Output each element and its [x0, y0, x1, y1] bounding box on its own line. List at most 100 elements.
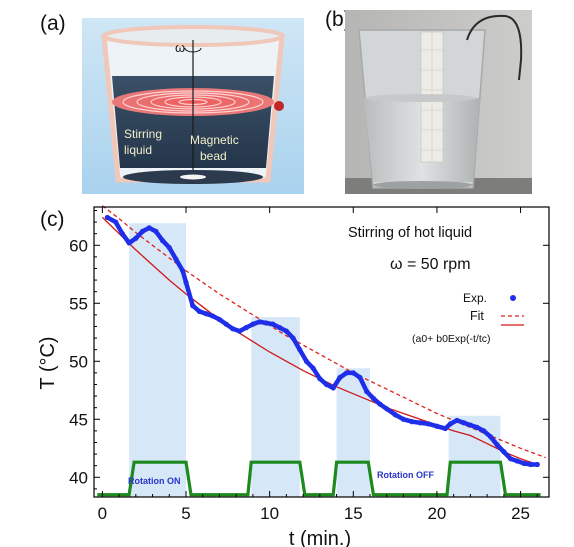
- exp-point: [126, 240, 132, 246]
- exp-point: [425, 421, 432, 427]
- exp-point: [461, 420, 467, 426]
- exp-point: [507, 456, 514, 462]
- exp-point: [467, 422, 473, 428]
- exp-point: [190, 303, 196, 309]
- exp-point: [139, 228, 146, 234]
- exp-point: [527, 461, 534, 468]
- exp-point: [196, 308, 202, 314]
- legend-label-fit: Fit: [470, 309, 484, 323]
- y-tick-label: 50: [69, 352, 88, 371]
- y-tick-label: 40: [69, 468, 88, 487]
- exp-point: [434, 423, 440, 429]
- exp-point: [330, 385, 336, 391]
- panel-label-c: (c): [40, 208, 65, 231]
- label-magnetic: Magnetic: [190, 133, 239, 147]
- exp-point: [216, 316, 223, 323]
- exp-point: [392, 412, 398, 418]
- exp-point: [521, 460, 527, 466]
- y-axis-ticks: 40 45 50 55 60: [69, 209, 549, 490]
- exp-point: [290, 335, 296, 341]
- x-tick-label: 0: [98, 504, 107, 523]
- exp-point: [166, 245, 172, 251]
- exp-point: [487, 434, 494, 440]
- probe-cable: [466, 14, 523, 81]
- exp-series-points: [104, 214, 540, 468]
- exp-point: [270, 321, 276, 327]
- exp-point: [133, 235, 139, 241]
- label-liquid: liquid: [124, 143, 152, 157]
- exp-point: [119, 231, 126, 237]
- stirring-schematic: ω Stirring liquid Magnetic bead: [82, 18, 304, 194]
- exp-point: [310, 365, 316, 371]
- exp-point: [447, 421, 453, 427]
- y-tick-label: 60: [69, 236, 88, 255]
- paper-grid: [421, 32, 443, 162]
- exp-point: [514, 458, 520, 464]
- legend-marker-exp: [510, 295, 516, 301]
- rotation-signal-line: [97, 460, 541, 497]
- exp-point: [297, 347, 303, 353]
- x-tick-label: 25: [511, 504, 530, 523]
- glass-bottom: [373, 181, 473, 189]
- exp-point: [337, 374, 343, 381]
- y-tick-label: 45: [69, 410, 88, 429]
- fit-dashed-line: [102, 205, 546, 459]
- rotation-off-label: Rotation OFF: [377, 470, 434, 480]
- x-axis-ticks: 0 5 10 15 20 25: [98, 207, 538, 523]
- exp-point: [183, 279, 189, 285]
- chart-title-line-1: Stirring of hot liquid: [348, 225, 472, 241]
- exp-point: [370, 395, 376, 401]
- exp-point: [153, 228, 159, 234]
- exp-point: [364, 388, 370, 395]
- exp-point: [263, 320, 269, 326]
- chart-title-line-2: ω = 50 rpm: [390, 256, 471, 273]
- rotation-on-label: Rotation ON: [128, 476, 181, 486]
- exp-point: [210, 313, 216, 319]
- x-tick-label: 20: [427, 504, 446, 523]
- exp-point: [481, 428, 487, 434]
- exp-point: [400, 416, 407, 422]
- exp-point: [236, 328, 243, 334]
- rotation-band-1: [251, 317, 300, 497]
- x-axis-label: t (min.): [289, 528, 351, 547]
- exp-point: [454, 417, 460, 424]
- panel-label-b: (b): [325, 8, 351, 31]
- glass-photo: [345, 10, 532, 194]
- exp-point: [442, 425, 448, 432]
- exp-point: [180, 268, 186, 274]
- exp-point: [159, 238, 166, 244]
- x-tick-label: 5: [181, 504, 190, 523]
- exp-point: [203, 311, 209, 317]
- x-tick-label: 15: [344, 504, 363, 523]
- water-surface: [365, 94, 477, 102]
- exp-point: [257, 319, 263, 325]
- exp-point: [303, 358, 310, 364]
- exp-point: [113, 219, 119, 225]
- magnetic-bead: [180, 174, 206, 180]
- label-stirring: Stirring: [124, 127, 162, 141]
- exp-point: [409, 419, 415, 425]
- exp-point: [223, 321, 229, 327]
- plot-frame: [93, 206, 550, 498]
- exp-point: [250, 321, 256, 327]
- exp-point: [357, 374, 363, 381]
- exp-point: [104, 214, 110, 221]
- temperature-chart: 0 5 10 15 20 25 40 45 50 55 60 Stirring of hot li…: [37, 205, 550, 547]
- exp-point: [384, 406, 390, 412]
- x-tick-label: 10: [260, 504, 279, 523]
- exp-point: [230, 326, 236, 332]
- label-bead: bead: [200, 149, 227, 163]
- legend-label-exp: Exp.: [463, 291, 487, 305]
- exp-point: [343, 370, 350, 376]
- exp-point: [417, 420, 423, 426]
- exp-point: [277, 325, 283, 331]
- temperature-probe: [274, 101, 284, 111]
- rotation-arrow: [184, 47, 202, 53]
- exp-point: [323, 381, 330, 388]
- exp-point: [350, 370, 356, 376]
- exp-point: [377, 401, 383, 407]
- exp-point: [474, 424, 480, 430]
- exp-point: [534, 461, 540, 468]
- exp-point: [173, 256, 179, 262]
- fit-formula: (a0+ b0Exp(-t/tc): [412, 333, 491, 345]
